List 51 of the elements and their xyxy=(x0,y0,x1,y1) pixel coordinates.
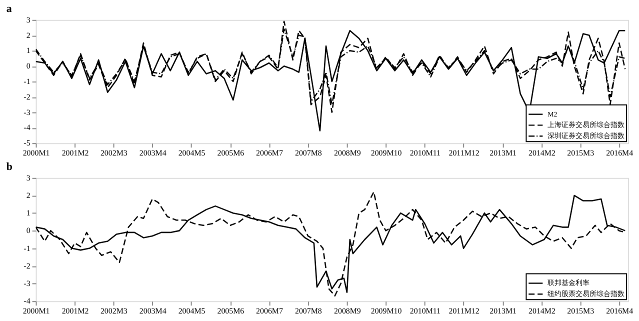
x-tick-label: 2011M12 xyxy=(448,306,480,316)
x-tick-label: 2014M2 xyxy=(528,148,556,158)
y-tick-label: -4 xyxy=(24,296,30,306)
y-tick-label: -1 xyxy=(24,76,30,86)
x-tick-label: 2009M10 xyxy=(370,306,402,316)
x-tick-label: 2013M1 xyxy=(490,148,517,158)
x-tick-label: 2009M10 xyxy=(370,148,402,158)
x-tick-label: 2013M1 xyxy=(490,306,517,316)
x-tick-label: 2001M2 xyxy=(62,306,89,316)
x-tick-label: 2005M6 xyxy=(217,148,244,158)
chart-title: b xyxy=(6,160,12,173)
y-tick-label: 2 xyxy=(26,190,30,200)
y-tick-label: -2 xyxy=(24,261,30,270)
y-tick-label: -4 xyxy=(24,123,30,132)
x-tick-label: 2010M11 xyxy=(410,148,441,158)
y-tick-label: 0 xyxy=(26,226,30,236)
y-tick-label: 3 xyxy=(26,15,30,24)
x-tick-label: 2004M5 xyxy=(178,306,206,316)
x-tick-label: 2008M9 xyxy=(334,306,361,316)
x-tick-label: 2016M4 xyxy=(606,306,634,316)
y-tick-label: 1 xyxy=(26,208,30,218)
y-tick-label: 3 xyxy=(26,173,30,182)
y-tick-label: -3 xyxy=(24,278,30,288)
x-tick-label: 2015M3 xyxy=(567,306,594,316)
x-tick-label: 2000M1 xyxy=(22,148,50,158)
x-tick-label: 2007M8 xyxy=(294,148,322,158)
x-tick-label: 2003M4 xyxy=(139,306,166,316)
x-tick-label: 2003M4 xyxy=(139,148,166,158)
y-tick-label: -1 xyxy=(24,244,30,253)
x-tick-label: 2010M11 xyxy=(410,306,441,316)
x-tick-label: 2008M9 xyxy=(334,148,361,158)
x-tick-label: 2001M2 xyxy=(62,148,89,158)
x-tick-label: 2002M3 xyxy=(100,148,128,158)
x-tick-label: 2011M12 xyxy=(448,148,480,158)
chart-title: a xyxy=(6,2,12,15)
y-tick-label: -5 xyxy=(24,138,30,148)
x-tick-label: 2004M5 xyxy=(178,148,206,158)
x-tick-label: 2000M1 xyxy=(22,306,50,316)
x-tick-label: 2007M8 xyxy=(294,306,322,316)
y-tick-label: -2 xyxy=(24,92,30,102)
x-tick-label: 2015M3 xyxy=(567,148,594,158)
y-tick-label: 1 xyxy=(26,46,30,56)
x-tick-label: 2016M4 xyxy=(606,148,634,158)
y-tick-label: 2 xyxy=(26,30,30,40)
x-tick-label: 2002M3 xyxy=(100,306,128,316)
y-tick-label: 0 xyxy=(26,62,30,71)
x-tick-label: 2006M7 xyxy=(256,306,283,316)
x-tick-label: 2006M7 xyxy=(256,148,283,158)
x-tick-label: 2014M2 xyxy=(528,306,556,316)
x-tick-label: 2005M6 xyxy=(217,306,244,316)
y-tick-label: -3 xyxy=(24,108,30,117)
